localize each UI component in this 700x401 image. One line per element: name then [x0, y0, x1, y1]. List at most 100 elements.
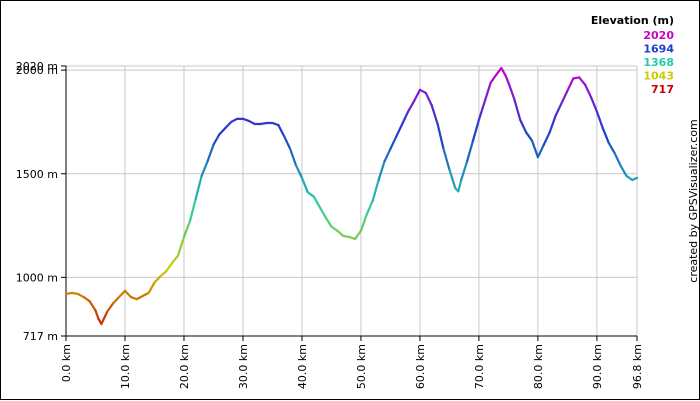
elevation-segment [212, 133, 221, 146]
legend-entry: 1694 [643, 43, 674, 56]
elevation-segment [194, 174, 203, 200]
elevation-segment [436, 122, 445, 150]
elevation-segment [389, 135, 398, 150]
legend-entry: 1043 [643, 70, 674, 83]
elevation-segment [631, 176, 639, 182]
x-tick-label: 80.0 km [532, 344, 545, 389]
elevation-segment [513, 98, 522, 121]
elevation-segment [583, 83, 593, 99]
elevation-segment [607, 141, 616, 155]
elevation-segment [625, 174, 634, 182]
elevation-segment [188, 197, 197, 223]
elevation-line [64, 66, 639, 326]
x-tick-labels: 0.0 km 10.0 km 20.0 km 30.0 km 40.0 km 50.0 k… [60, 344, 644, 389]
elevation-segment [312, 195, 321, 209]
y-tick-label: 1500 m [16, 168, 58, 181]
elevation-segment [483, 81, 492, 103]
elevation-segment [395, 122, 404, 138]
elevation-segment [365, 199, 374, 216]
elevation-segment [206, 143, 215, 163]
elevation-segment [371, 178, 380, 202]
x-tick-label: 10.0 km [119, 344, 132, 389]
elevation-segment [507, 81, 516, 101]
elevation-segment [530, 139, 540, 159]
axes [61, 65, 638, 341]
elevation-segment [477, 100, 486, 121]
elevation-segment [500, 66, 507, 77]
elevation-segment [88, 300, 97, 312]
elevation-segment [230, 117, 239, 124]
x-tick-label: 40.0 km [296, 344, 309, 389]
y-tick-label: 717 m [23, 330, 58, 343]
x-tick-label: 60.0 km [414, 344, 427, 389]
elevation-segment [424, 91, 433, 107]
elevation-segment [324, 216, 333, 228]
elevation-segment [218, 127, 227, 136]
elevation-segment [548, 114, 557, 134]
elevation-segment [336, 229, 345, 238]
y-tick-label: 1000 m [16, 271, 58, 284]
elevation-segment [94, 309, 100, 320]
elevation-segment [165, 261, 174, 273]
y-tick-label: 2000 m [16, 64, 58, 77]
grid [65, 65, 638, 337]
elevation-segment [595, 110, 604, 130]
elevation-segment [176, 235, 186, 257]
elevation-segment [135, 294, 144, 301]
x-tick-label: 0.0 km [60, 344, 73, 382]
elevation-segment [153, 275, 162, 284]
x-tick-label: 30.0 km [237, 344, 250, 389]
elevation-segment [525, 131, 534, 142]
elevation-segment [430, 104, 439, 126]
x-tick-label: 90.0 km [591, 344, 604, 389]
elevation-segment [224, 120, 233, 130]
legend-title: Elevation (m) [591, 14, 674, 27]
elevation-segment [100, 310, 109, 326]
x-tick-label: 96.8 km [631, 344, 644, 389]
elevation-segment [457, 178, 463, 193]
elevation-segment [300, 176, 309, 194]
elevation-segment [112, 295, 121, 305]
legend-entry: 1368 [643, 56, 674, 69]
elevation-segment [141, 291, 150, 298]
elevation-segment [330, 225, 339, 232]
elevation-segment [82, 295, 91, 303]
elevation-segment [536, 143, 545, 159]
elevation-segment [589, 95, 598, 113]
legend-entry: 2020 [643, 29, 674, 42]
elevation-segment [489, 73, 498, 84]
elevation-segment [407, 100, 416, 113]
elevation-segment [383, 147, 392, 163]
elevation-segment [466, 139, 475, 163]
y-tick-label: 2020 m [16, 60, 58, 73]
elevation-segment [560, 89, 569, 105]
x-tick-label: 20.0 km [178, 344, 191, 389]
elevation-segment [504, 74, 510, 84]
elevation-segment [294, 164, 304, 179]
elevation-segment [289, 147, 298, 167]
elevation-segment [247, 119, 256, 126]
elevation-segment [283, 135, 292, 150]
elevation-segment [412, 88, 422, 103]
elevation-segment [76, 292, 85, 299]
x-tick-label: 50.0 km [355, 344, 368, 389]
elevation-segment [566, 77, 575, 92]
elevation-segment [377, 160, 386, 182]
elevation-segment [442, 147, 451, 171]
elevation-segment [277, 123, 286, 138]
elevation-segment [613, 151, 622, 167]
elevation-segment [448, 168, 457, 190]
elevation-segment [200, 160, 209, 177]
elevation-segment [353, 229, 363, 241]
elevation-segment [578, 76, 587, 86]
elevation-segment [159, 270, 168, 278]
elevation-segment [619, 164, 628, 177]
elevation-segment [601, 127, 610, 144]
elevation-segment [471, 118, 481, 142]
elevation-segment [182, 220, 191, 239]
elevation-segment [106, 302, 115, 313]
